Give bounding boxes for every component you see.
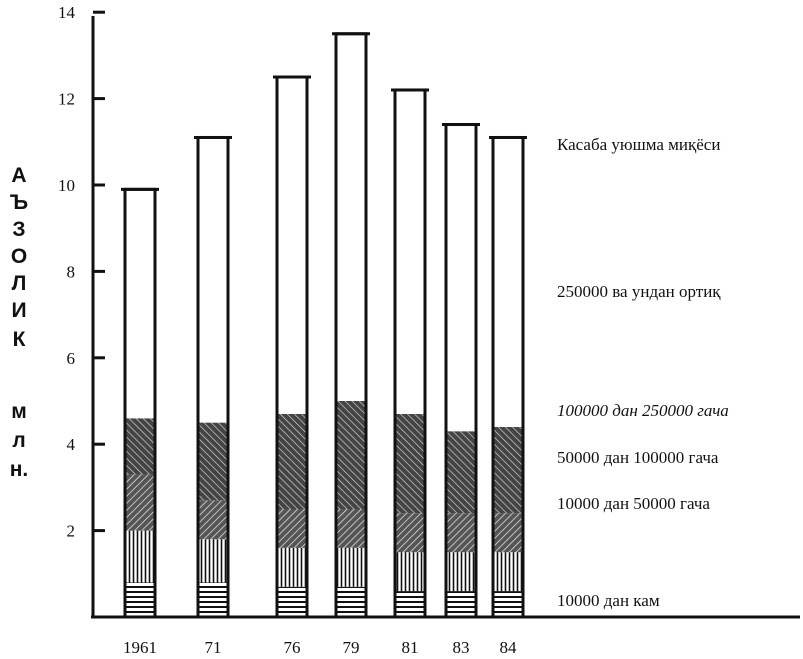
- y-ticks: 2 4 6 8 10 12 14: [58, 3, 105, 541]
- legend-entry: Касаба уюшма миқёси: [557, 135, 720, 154]
- x-tick-label: 83: [453, 638, 470, 657]
- bar-segment: [493, 552, 523, 592]
- bar-segment: [336, 586, 366, 617]
- bar-segment: [277, 547, 307, 587]
- bar-segment: [125, 189, 155, 419]
- bar-segment: [493, 426, 523, 514]
- bar-segment: [395, 89, 425, 414]
- bar-segment: [125, 474, 155, 531]
- bars: [121, 32, 527, 619]
- bar-segment: [198, 500, 228, 540]
- y-axis-label-letter: О: [11, 245, 27, 268]
- y-tick-label: 14: [58, 3, 76, 22]
- bar-segment: [446, 552, 476, 592]
- y-axis-label-letter: К: [13, 328, 26, 351]
- legend-entry: 50000 дан 100000 гача: [557, 448, 719, 467]
- y-axis-label-letter: н.: [10, 458, 29, 481]
- legend-entry: 100000 дан 250000 гача: [557, 401, 729, 420]
- y-axis-label-letter: Л: [12, 272, 27, 295]
- bar-segment: [277, 586, 307, 617]
- bar-segment: [395, 513, 425, 553]
- bar-segment: [446, 124, 476, 432]
- bar-segment: [395, 591, 425, 617]
- legend-entry: 10000 дан 50000 гача: [557, 494, 710, 513]
- bar-segment: [277, 413, 307, 509]
- x-labels: 1961 71 76 79 81 83 84: [123, 638, 517, 657]
- y-axis-label-letter: А: [11, 164, 26, 187]
- bar-segment: [446, 591, 476, 617]
- x-tick-label: 1961: [123, 638, 157, 657]
- legend: Касаба уюшма миқёси 250000 ва ундан ортиқ…: [557, 135, 729, 610]
- bar-segment: [198, 422, 228, 501]
- bar-segment: [198, 539, 228, 583]
- y-axis-label-letter: м: [11, 400, 27, 423]
- bar-segment: [493, 137, 523, 427]
- y-axis-label-letter: Ъ: [10, 191, 28, 214]
- bar-segment: [395, 413, 425, 514]
- bar-segment: [446, 513, 476, 553]
- bar-segment: [336, 509, 366, 548]
- x-tick-label: 79: [343, 638, 360, 657]
- bar-segment: [198, 137, 228, 423]
- bar-segment: [395, 552, 425, 592]
- x-tick-label: 84: [500, 638, 518, 657]
- bar-segment: [336, 547, 366, 587]
- y-axis-label-letter: З: [12, 218, 25, 241]
- x-tick-label: 76: [284, 638, 301, 657]
- y-tick-label: 2: [67, 522, 76, 541]
- legend-entry: 10000 дан кам: [557, 591, 660, 610]
- legend-entry: 250000 ва ундан ортиқ: [557, 282, 721, 301]
- y-tick-label: 8: [67, 262, 76, 281]
- bar-segment: [125, 418, 155, 475]
- y-tick-label: 10: [58, 176, 75, 195]
- y-axis-label-letter: И: [11, 299, 26, 322]
- bar-segment: [198, 582, 228, 617]
- y-axis-label-letter: л: [12, 429, 25, 452]
- bar-segment: [336, 33, 366, 402]
- x-tick-label: 71: [205, 638, 222, 657]
- y-tick-label: 4: [67, 435, 76, 454]
- bar-segment: [277, 509, 307, 548]
- bar-segment: [125, 530, 155, 583]
- x-tick-label: 81: [402, 638, 419, 657]
- bar-segment: [336, 401, 366, 509]
- y-tick-label: 12: [58, 90, 75, 109]
- bar-segment: [446, 431, 476, 514]
- bar-segment: [493, 591, 523, 617]
- bar-segment: [125, 582, 155, 617]
- bar-segment: [493, 513, 523, 553]
- bar-segment: [277, 77, 307, 414]
- y-tick-label: 6: [67, 349, 76, 368]
